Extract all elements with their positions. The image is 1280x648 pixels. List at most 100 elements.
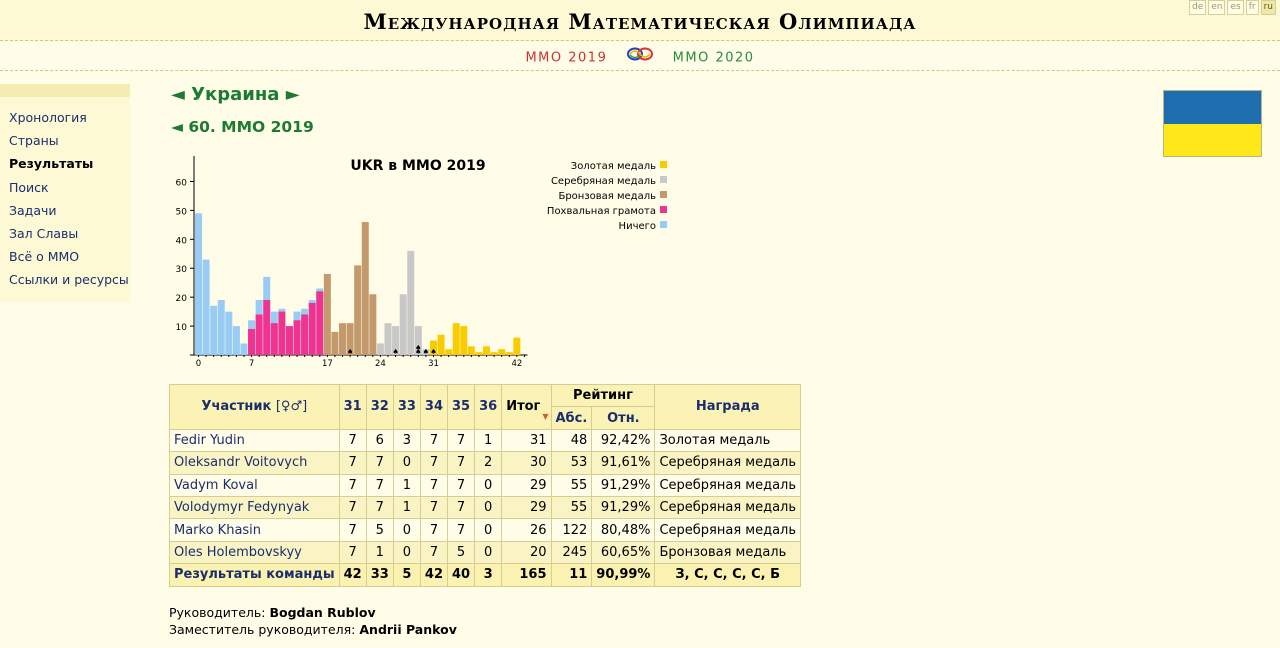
- bar-Похвальная грамота: [278, 311, 286, 355]
- problem-header-4[interactable]: 34: [419, 384, 449, 430]
- total-score: 30: [501, 451, 552, 475]
- bar-Похвальная грамота: [270, 323, 278, 355]
- lang-ru[interactable]: ru: [1260, 0, 1276, 15]
- participant-header[interactable]: Участник [♀♂]: [169, 384, 340, 430]
- y-tick-label: 20: [176, 294, 188, 304]
- total-header[interactable]: Итог▼: [501, 384, 552, 430]
- y-tick-label: 10: [176, 323, 188, 333]
- bar-Похвальная грамота: [293, 320, 301, 355]
- problem-score: 7: [447, 428, 476, 453]
- sort-indicator-icon: ▼: [542, 412, 549, 422]
- problem-score: 42: [419, 563, 449, 587]
- participant-name[interactable]: Oleksandr Voitovych: [169, 451, 340, 475]
- problem-score: 7: [419, 495, 449, 520]
- gender-toggle-icon[interactable]: [♀♂]: [275, 399, 308, 415]
- award: Серебряная медаль: [654, 518, 802, 542]
- deputy-name[interactable]: Andrii Pankov: [359, 622, 457, 637]
- bar-Бронзовая медаль: [361, 221, 369, 355]
- bar-Ничего: [202, 259, 210, 355]
- lang-fr[interactable]: fr: [1245, 0, 1259, 15]
- sidebar-item-7[interactable]: Ссылки и ресурсы: [9, 272, 129, 288]
- total-score: 29: [501, 495, 552, 520]
- lang-es[interactable]: es: [1227, 0, 1244, 15]
- leader-name[interactable]: Bogdan Rublov: [269, 605, 376, 620]
- x-tick-label: 42: [511, 359, 522, 369]
- bar-Золотая медаль: [437, 334, 445, 355]
- leader-line: Руководитель: Bogdan Rublov: [169, 604, 457, 621]
- sidebar-item-2[interactable]: Результаты: [9, 156, 94, 172]
- problem-header-5[interactable]: 35: [447, 384, 476, 430]
- bar-Бронзовая медаль: [369, 294, 377, 355]
- problem-score: 7: [419, 473, 449, 497]
- problem-score: 7: [419, 451, 449, 475]
- table-row: Vadym Koval 7 7 1 7 7 0 29 55 91,29% Серебряная ме…: [169, 473, 802, 497]
- award: Серебряная медаль: [654, 473, 802, 497]
- problem-header-6[interactable]: 36: [474, 384, 503, 430]
- team-label: Результаты команды: [169, 563, 340, 587]
- bar-Ничего: [217, 300, 225, 355]
- problem-header-3[interactable]: 33: [392, 384, 421, 430]
- prev-country-arrow[interactable]: ◄: [171, 84, 185, 105]
- rel-rank-header[interactable]: Отн.: [591, 406, 656, 430]
- lang-en[interactable]: en: [1208, 0, 1226, 15]
- abs-rank: 11: [550, 563, 593, 587]
- bar-Бронзовая медаль: [354, 265, 362, 355]
- bar-Бронзовая медаль: [323, 274, 331, 355]
- participant-marker: ♠: [415, 344, 421, 352]
- prev-olympiad-link[interactable]: ММО 2019: [525, 50, 608, 66]
- sidebar-item-4[interactable]: Задачи: [9, 202, 57, 218]
- sidebar-item-6[interactable]: Всё о ММО: [9, 249, 80, 265]
- participant-name[interactable]: Volodymyr Fedynyak: [169, 495, 340, 520]
- team-leaders: Руководитель: Bogdan Rublov Заместитель …: [169, 604, 457, 638]
- participant-name[interactable]: Marko Khasin: [169, 518, 340, 542]
- bar-Ничего: [195, 213, 202, 355]
- problem-score: 7: [419, 518, 449, 542]
- participant-name[interactable]: Oles Holembovskyy: [169, 540, 340, 565]
- rel-rank: 91,29%: [591, 473, 656, 497]
- prev-participation-arrow[interactable]: ◄: [171, 118, 183, 136]
- problem-score: 7: [338, 495, 367, 520]
- problem-score: 0: [474, 473, 503, 497]
- problem-header-1[interactable]: 31: [338, 384, 367, 430]
- bar-Ничего: [210, 305, 218, 355]
- language-switcher: de en es fr ru: [1188, 0, 1276, 15]
- total-score: 31: [501, 428, 552, 453]
- leader-label: Руководитель:: [169, 605, 266, 620]
- problem-score: 7: [365, 495, 394, 520]
- problem-score: 3: [474, 563, 503, 587]
- problem-score: 42: [338, 563, 367, 587]
- bar-Бронзовая медаль: [339, 323, 347, 355]
- award-header[interactable]: Награда: [654, 384, 802, 430]
- next-olympiad-link[interactable]: ММО 2020: [672, 50, 755, 66]
- total-score: 165: [501, 563, 552, 587]
- participant-name[interactable]: Fedir Yudin: [169, 428, 340, 453]
- sidebar-item-1[interactable]: Страны: [9, 133, 59, 149]
- award: З, С, С, С, С, Б: [654, 563, 802, 587]
- bar-Похвальная грамота: [285, 326, 293, 355]
- rel-rank: 91,61%: [591, 451, 656, 475]
- next-country-arrow[interactable]: ►: [285, 84, 300, 105]
- bar-Ничего: [240, 343, 248, 355]
- table-row: Marko Khasin 7 5 0 7 7 0 26 122 80,48% Серебряная …: [169, 518, 802, 542]
- participant-name[interactable]: Vadym Koval: [169, 473, 340, 497]
- problem-score: 7: [338, 451, 367, 475]
- lang-de[interactable]: de: [1188, 0, 1207, 15]
- bar-Золотая медаль: [498, 349, 506, 355]
- bar-Золотая медаль: [475, 352, 483, 355]
- table-row: Fedir Yudin 7 6 3 7 7 1 31 48 92,42% Золотая медал…: [169, 428, 802, 453]
- problem-score: 5: [447, 540, 476, 565]
- legend-label: Золотая медаль: [571, 161, 656, 172]
- bar-Золотая медаль: [490, 352, 498, 355]
- problem-score: 7: [338, 518, 367, 542]
- site-title[interactable]: Международная Математическая Олимпиада: [363, 9, 917, 34]
- sidebar-item-5[interactable]: Зал Славы: [9, 225, 79, 241]
- chart-title: UKR в ММО 2019: [350, 158, 485, 174]
- sidebar-item-0[interactable]: Хронология: [9, 110, 87, 125]
- rel-rank: 80,48%: [591, 518, 656, 542]
- problem-score: 7: [338, 473, 367, 497]
- imo-logo-icon[interactable]: [627, 46, 653, 66]
- problem-header-2[interactable]: 32: [365, 384, 394, 430]
- abs-rank-header[interactable]: Абс.: [550, 406, 593, 430]
- sidebar-item-3[interactable]: Поиск: [9, 179, 49, 195]
- y-tick-label: 50: [176, 207, 188, 217]
